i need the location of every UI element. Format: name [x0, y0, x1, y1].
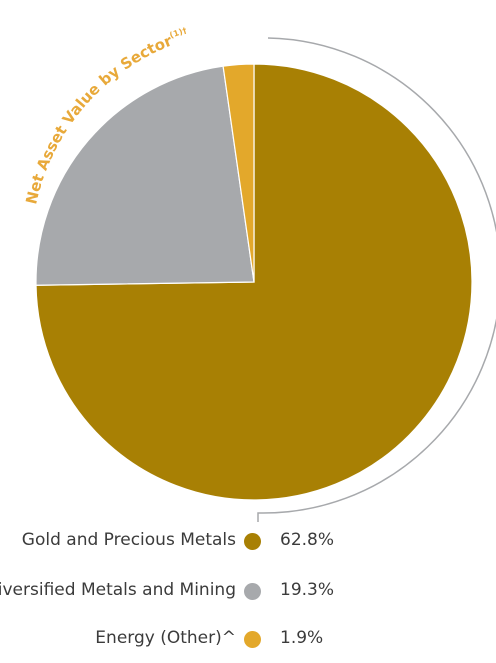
legend-swatch-icon [244, 583, 261, 600]
legend-label: Diversified Metals and Mining [0, 580, 236, 600]
legend-label: Energy (Other)^ [95, 628, 236, 648]
legend-item: Energy (Other)^ [0, 628, 236, 650]
pie-slices [35, 63, 473, 501]
legend-swatch-icon [244, 533, 261, 550]
legend-label: Gold and Precious Metals [21, 530, 236, 550]
legend-value: 19.3% [280, 580, 335, 600]
pie-slice-1 [35, 65, 255, 286]
legend-item: Diversified Metals and Mining [0, 580, 236, 602]
legend-item: Gold and Precious Metals [0, 530, 236, 552]
legend-swatch-icon [244, 631, 261, 648]
title-bracket-line [257, 37, 496, 522]
chart-title-superscript: (1)† [168, 26, 187, 40]
legend-value: 62.8% [280, 530, 335, 550]
pie-slice-2 [222, 63, 255, 283]
legend-value: 1.9% [280, 628, 324, 648]
